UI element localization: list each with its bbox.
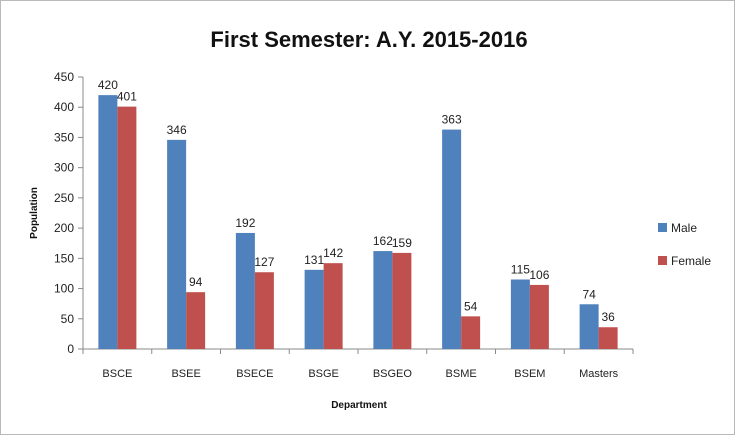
legend-label-male: Male: [671, 221, 697, 235]
bar-female-bsem: [529, 284, 549, 349]
data-label-female: 94: [189, 275, 203, 289]
data-label-male: 131: [304, 253, 324, 267]
data-label-female: 54: [464, 299, 478, 313]
y-tick-label: 100: [54, 282, 74, 296]
legend-label-female: Female: [671, 254, 711, 268]
bar-female-bsece: [254, 272, 274, 349]
data-label-female: 127: [254, 255, 274, 269]
bar-male-bsem: [510, 279, 530, 349]
data-label-female: 36: [601, 310, 615, 324]
y-tick-label: 450: [54, 70, 74, 84]
y-tick-label: 150: [54, 251, 74, 265]
data-label-male: 162: [373, 234, 393, 248]
y-tick-label: 250: [54, 191, 74, 205]
legend-swatch-female: [658, 256, 667, 265]
bar-female-masters: [598, 327, 618, 349]
x-category-label: BSECE: [236, 368, 273, 380]
data-label-female: 159: [392, 236, 412, 250]
data-label-male: 192: [235, 216, 255, 230]
data-label-female: 106: [529, 268, 549, 282]
data-label-female: 401: [117, 90, 137, 104]
bar-male-bsme: [442, 129, 462, 349]
x-category-label: BSGE: [308, 368, 339, 380]
bar-male-bsgeo: [373, 251, 393, 349]
bar-male-bsee: [167, 139, 187, 349]
x-category-label: BSCE: [102, 368, 132, 380]
y-tick-label: 200: [54, 221, 74, 235]
data-label-male: 115: [511, 262, 530, 276]
legend-swatch-male: [658, 223, 667, 232]
y-axis-title: Population: [29, 187, 40, 239]
bar-female-bsge: [323, 263, 343, 349]
bar-female-bsgeo: [392, 252, 412, 349]
bar-female-bsee: [186, 292, 206, 349]
data-label-female: 142: [323, 246, 343, 260]
y-tick-label: 350: [54, 130, 74, 144]
y-tick-label: 400: [54, 100, 74, 114]
data-label-male: 346: [167, 123, 187, 137]
y-tick-label: 300: [54, 161, 74, 175]
bars: [98, 95, 618, 350]
x-category-label: BSME: [446, 368, 477, 380]
bar-male-bsge: [304, 269, 324, 349]
y-tick-label: 0: [67, 342, 74, 356]
chart-title: First Semester: A.Y. 2015-2016: [210, 27, 527, 52]
x-category-label: Masters: [579, 368, 619, 380]
data-label-male: 420: [98, 78, 118, 92]
bar-female-bsce: [117, 106, 137, 350]
bar-male-bsece: [235, 232, 255, 349]
x-category-label: BSGEO: [373, 368, 413, 380]
y-tick-label: 50: [61, 312, 75, 326]
axes: 0 50 100 150 200 250 300 350 400 450 BSCE BSEE BSECE…: [54, 70, 634, 380]
x-category-label: BSEE: [171, 368, 200, 380]
data-label-male: 74: [582, 287, 596, 301]
bar-female-bsme: [461, 316, 481, 349]
bar-male-bsce: [98, 95, 118, 349]
x-axis-title: Department: [331, 400, 387, 411]
x-category-label: BSEM: [514, 368, 545, 380]
bar-male-masters: [579, 304, 599, 349]
legend: Male Female: [658, 221, 711, 268]
data-label-male: 363: [442, 113, 462, 127]
